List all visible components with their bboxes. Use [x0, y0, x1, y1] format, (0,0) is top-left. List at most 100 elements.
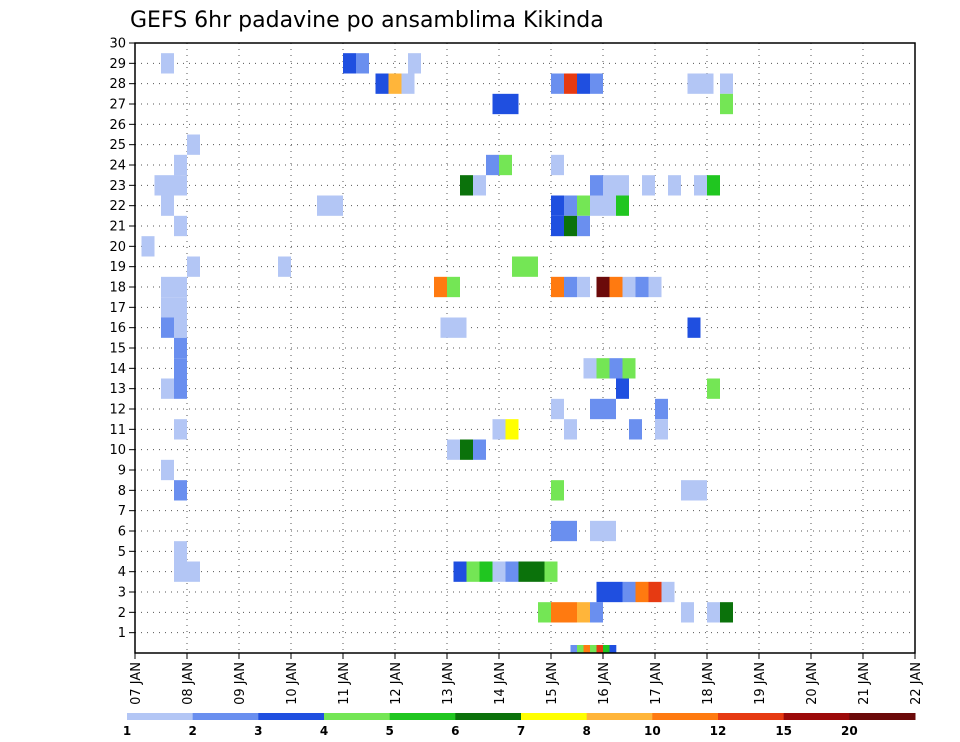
strip-cell: [596, 645, 604, 653]
x-tick-label: 19 JAN: [753, 662, 768, 705]
ensemble-cell: [603, 520, 616, 542]
ensemble-cell: [447, 276, 460, 298]
x-tick-label: 21 JAN: [857, 662, 872, 705]
y-tick-label: 28: [109, 77, 126, 92]
colorbar-segment: [258, 713, 325, 720]
ensemble-cell: [330, 195, 343, 216]
y-tick-label: 3: [118, 586, 126, 601]
colorbar-segment: [521, 713, 588, 720]
x-tick-label: 20 JAN: [805, 662, 820, 705]
ensemble-cell: [551, 520, 564, 542]
strip-cell: [583, 645, 591, 653]
ensemble-cell: [681, 480, 694, 501]
colorbar-segment: [652, 713, 719, 720]
ensemble-cell: [590, 195, 603, 216]
ensemble-cell: [564, 602, 577, 623]
ensemble-cell: [707, 602, 720, 623]
ensemble-cell: [609, 358, 623, 379]
x-tick-label: 10 JAN: [285, 662, 300, 705]
ensemble-cell: [525, 256, 538, 277]
ensemble-cell: [590, 520, 603, 542]
y-tick-label: 2: [118, 606, 126, 621]
y-tick-label: 1: [118, 626, 126, 641]
ensemble-cell: [466, 561, 480, 582]
ensemble-cell: [700, 73, 714, 94]
ensemble-cell: [707, 378, 720, 399]
ensemble-cell: [538, 602, 551, 623]
ensemble-cell: [174, 317, 187, 338]
ensemble-cell: [161, 459, 174, 481]
ensemble-cell: [577, 276, 590, 298]
ensemble-cell: [551, 480, 564, 501]
chart-title: GEFS 6hr padavine po ansamblima Kikinda: [130, 8, 604, 33]
ensemble-cell: [603, 398, 616, 420]
bottom-strip: [570, 645, 617, 653]
ensemble-cell: [616, 195, 629, 216]
ensemble-cell: [187, 561, 200, 582]
ensemble-cell: [174, 337, 187, 359]
ensemble-cell: [616, 175, 629, 196]
ensemble-cell: [577, 195, 590, 216]
ensemble-cell: [408, 53, 421, 74]
y-tick-label: 6: [118, 525, 126, 540]
ensemble-cell: [661, 581, 675, 603]
ensemble-cell: [720, 602, 733, 623]
ensemble-cell: [648, 581, 662, 603]
ensemble-cell: [447, 439, 460, 460]
ensemble-cell: [590, 602, 603, 623]
ensemble-cell: [694, 480, 707, 501]
ensemble-cell: [460, 439, 473, 460]
colorbar-label: 2: [188, 724, 196, 738]
ensemble-cell: [492, 561, 506, 582]
ensemble-cell: [401, 73, 415, 94]
ensemble-cell: [635, 276, 649, 298]
ensemble-cell: [161, 297, 174, 318]
ensemble-cell: [616, 378, 629, 399]
y-tick-label: 23: [109, 179, 126, 194]
y-tick-label: 24: [109, 159, 126, 174]
ensemble-cell: [609, 276, 623, 298]
ensemble-cell: [622, 276, 636, 298]
ensemble-cell: [460, 175, 473, 196]
y-tick-label: 4: [118, 565, 126, 580]
ensemble-cell: [635, 581, 649, 603]
y-tick-label: 22: [109, 199, 126, 214]
ensemble-cell: [577, 73, 590, 94]
ensemble-cell: [551, 398, 564, 420]
ensemble-cell: [161, 378, 174, 399]
ensemble-cell: [564, 73, 577, 94]
y-tick-label: 7: [118, 504, 126, 519]
ensemble-cell: [720, 73, 733, 94]
colorbar-segment: [324, 713, 391, 720]
ensemble-cell: [577, 215, 590, 237]
ensemble-cell: [564, 419, 577, 440]
ensemble-cell: [518, 561, 532, 582]
colorbar-segment: [455, 713, 522, 720]
y-tick-label: 18: [109, 281, 126, 296]
ensemble-cell: [596, 276, 610, 298]
x-tick-label: 16 JAN: [597, 662, 612, 705]
ensemble-cell: [505, 93, 519, 115]
x-tick-label: 22 JAN: [909, 662, 924, 705]
ensemble-cell: [434, 276, 447, 298]
y-tick-label: 25: [109, 138, 126, 153]
ensemble-cell: [440, 317, 454, 338]
colorbar-segment: [127, 713, 194, 720]
y-tick-label: 10: [109, 443, 126, 458]
ensemble-cell: [174, 215, 187, 237]
y-tick-label: 29: [109, 57, 126, 72]
ensemble-cell: [343, 53, 356, 74]
ensemble-cell: [453, 317, 467, 338]
ensemble-cell: [161, 53, 174, 74]
ensemble-cell: [629, 419, 642, 440]
ensemble-cell: [551, 195, 564, 216]
ensemble-cell: [505, 419, 519, 440]
ensemble-cells: [141, 53, 733, 623]
colorbar-segment: [849, 713, 916, 720]
ensemble-cell: [174, 480, 187, 501]
ensemble-cell: [505, 561, 519, 582]
ensemble-cell: [609, 581, 623, 603]
ensemble-cell: [564, 215, 577, 237]
x-tick-label: 15 JAN: [545, 662, 560, 705]
x-axis-ticks: 07 JAN 08 JAN 09 JAN 10 JAN 11 JAN 12 JAN 13 J…: [129, 653, 924, 705]
